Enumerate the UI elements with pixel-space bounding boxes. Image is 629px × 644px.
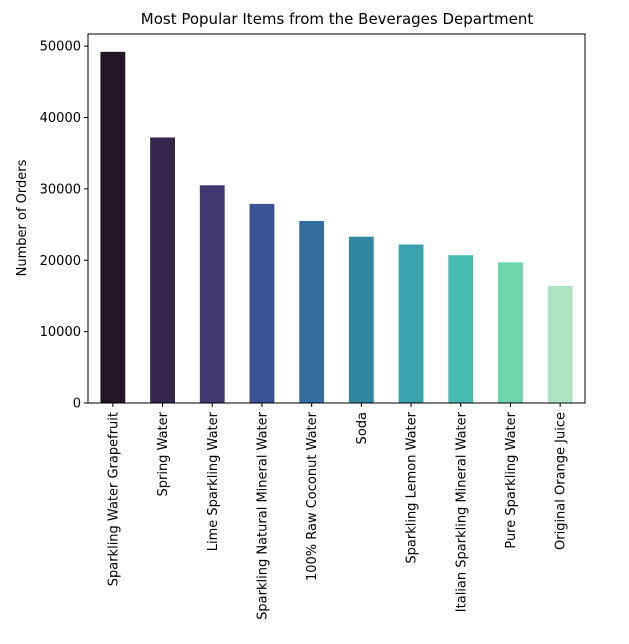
x-tick-label: Spring Water bbox=[156, 411, 171, 496]
bar bbox=[547, 285, 573, 403]
x-tick-label: Sparkling Natural Mineral Water bbox=[255, 411, 270, 619]
y-axis-ticks: 0 10000 20000 30000 40000 50000 bbox=[40, 40, 88, 412]
x-tick-label: Soda bbox=[355, 412, 370, 444]
x-tick-label: Italian Sparkling Mineral Water bbox=[454, 411, 469, 612]
x-tick-label: Sparkling Lemon Water bbox=[405, 411, 420, 563]
bar bbox=[299, 221, 325, 403]
x-tick-label: Sparkling Water Grapefruit bbox=[106, 412, 121, 586]
y-tick-label: 40000 bbox=[40, 111, 81, 126]
x-tick-label: 100% Raw Coconut Water bbox=[305, 411, 320, 581]
x-tick-label: Lime Sparkling Water bbox=[206, 411, 221, 551]
y-tick-label: 20000 bbox=[40, 254, 81, 269]
plot-frame bbox=[87, 33, 586, 404]
bar bbox=[199, 185, 225, 403]
bars-group bbox=[100, 51, 573, 404]
bar bbox=[348, 236, 374, 403]
y-tick-label: 30000 bbox=[40, 182, 81, 197]
bar bbox=[498, 262, 523, 403]
bar bbox=[249, 203, 275, 403]
x-axis-ticks: Sparkling Water Grapefruit Spring Water Li… bbox=[106, 403, 569, 620]
bar bbox=[150, 137, 175, 404]
bar bbox=[100, 51, 126, 404]
chart-title: Most Popular Items from the Beverages De… bbox=[141, 10, 534, 28]
y-tick-label: 0 bbox=[73, 397, 81, 412]
bar bbox=[448, 255, 474, 403]
x-tick-label: Pure Sparkling Water bbox=[504, 411, 519, 548]
y-tick-label: 10000 bbox=[40, 325, 81, 340]
bar bbox=[398, 244, 424, 403]
y-tick-label: 50000 bbox=[40, 40, 81, 55]
x-tick-label: Original Orange Juice bbox=[554, 412, 569, 550]
y-axis-label: Number of Orders bbox=[15, 159, 30, 276]
